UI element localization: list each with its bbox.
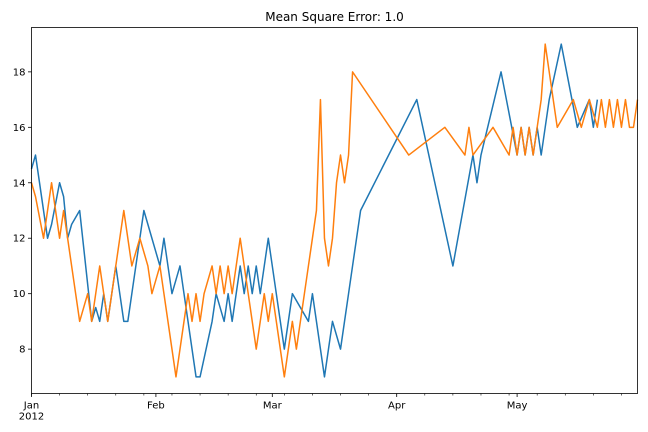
x-tick-label: Mar xyxy=(263,401,283,412)
x-tick-label: Jan xyxy=(23,401,39,412)
y-tick-label: 8 xyxy=(19,345,25,356)
x-tick-label: Apr xyxy=(388,401,406,412)
y-tick-label: 10 xyxy=(13,289,26,300)
plot-frame xyxy=(31,27,638,394)
series-layer xyxy=(30,43,639,378)
y-tick-label: 16 xyxy=(13,123,26,134)
x-tick-label: May xyxy=(507,401,528,412)
y-tick-label: 14 xyxy=(13,178,26,189)
y-tick-label: 12 xyxy=(13,234,26,245)
x-tick-label: Feb xyxy=(147,401,165,412)
x-tick-sublabel: 2012 xyxy=(19,412,44,423)
series-2-line xyxy=(30,43,639,378)
y-tick-label: 18 xyxy=(13,67,26,78)
chart-title: Mean Square Error: 1.0 xyxy=(265,10,404,24)
